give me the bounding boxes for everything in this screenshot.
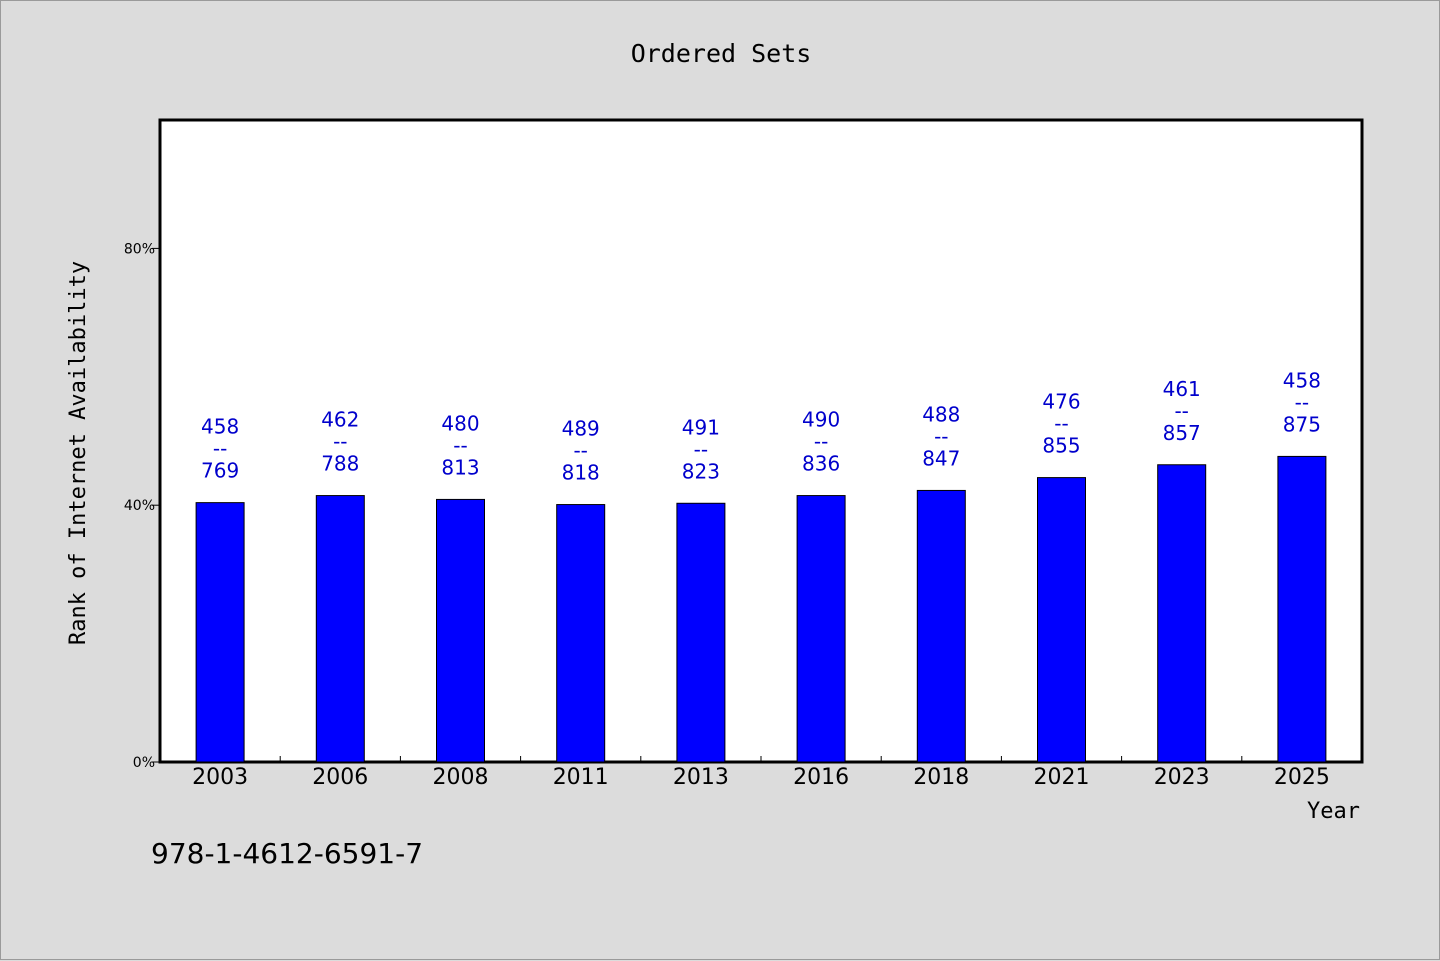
x-tick-label: 2021	[1034, 765, 1090, 790]
y-tick-label: 80%	[124, 241, 155, 257]
x-tick-label: 2003	[192, 765, 248, 790]
data-label-sep: --	[1174, 399, 1188, 423]
x-tick-label: 2018	[913, 765, 969, 790]
y-axis: 0% 40% 80%	[124, 241, 160, 771]
bar	[315, 495, 365, 763]
data-label-bottom: 855	[1042, 434, 1080, 458]
data-label-sep: --	[1295, 390, 1309, 414]
data-label-bottom: 836	[802, 452, 840, 476]
bar	[1277, 455, 1327, 763]
chart-title: Ordered Sets	[631, 39, 812, 68]
x-tick-label: 2006	[312, 765, 368, 790]
bar	[676, 502, 726, 763]
data-label-sep: --	[1054, 412, 1068, 436]
data-label-bottom: 813	[441, 455, 479, 479]
data-label-bottom: 769	[201, 459, 239, 483]
data-label-top: 476	[1042, 390, 1080, 414]
footnote-isbn: 978-1-4612-6591-7	[151, 837, 423, 870]
data-label-sep: --	[934, 424, 948, 448]
bar	[1157, 464, 1207, 763]
data-label-top: 491	[682, 415, 720, 439]
data-label-bottom: 847	[922, 446, 960, 470]
data-label-sep: --	[453, 433, 467, 457]
x-axis-title: Year	[1307, 799, 1360, 824]
bars	[195, 455, 1327, 763]
y-axis-title: Rank of Internet Availability	[66, 261, 91, 645]
data-label-bottom: 823	[682, 459, 720, 483]
data-label-bottom: 857	[1163, 421, 1201, 445]
x-tick-label: 2025	[1274, 765, 1330, 790]
data-label-sep: --	[814, 430, 828, 454]
data-label-bottom: 818	[562, 461, 600, 485]
data-label-sep: --	[213, 437, 227, 461]
data-label-top: 489	[562, 417, 600, 441]
data-label-top: 461	[1163, 377, 1201, 401]
data-label-top: 490	[802, 408, 840, 432]
bar	[195, 502, 245, 763]
data-label-top: 480	[441, 411, 479, 435]
x-tick-label: 2016	[793, 765, 849, 790]
data-label-top: 462	[321, 408, 359, 432]
data-label-top: 458	[201, 415, 239, 439]
x-tick-label: 2023	[1154, 765, 1210, 790]
x-axis: 2003 2006 2008 2011 2013 2016 2018 2021 2023 2025	[192, 756, 1330, 790]
data-labels: 458--769462--788480--813489--818491--823…	[201, 368, 1321, 484]
data-label-bottom: 875	[1283, 412, 1321, 436]
bar	[916, 489, 966, 763]
data-label-sep: --	[694, 437, 708, 461]
bar	[1037, 477, 1086, 763]
x-tick-label: 2008	[433, 765, 489, 790]
y-tick-label: 0%	[133, 755, 155, 771]
bar	[436, 498, 485, 763]
y-tick-label: 40%	[124, 498, 155, 514]
bar	[556, 504, 606, 763]
x-tick-label: 2011	[553, 765, 609, 790]
data-label-top: 488	[922, 402, 960, 426]
data-label-sep: --	[333, 430, 347, 454]
data-label-bottom: 788	[321, 452, 359, 476]
data-label-sep: --	[573, 439, 587, 463]
bar	[796, 495, 846, 763]
data-label-top: 458	[1283, 368, 1321, 392]
x-tick-label: 2013	[673, 765, 729, 790]
